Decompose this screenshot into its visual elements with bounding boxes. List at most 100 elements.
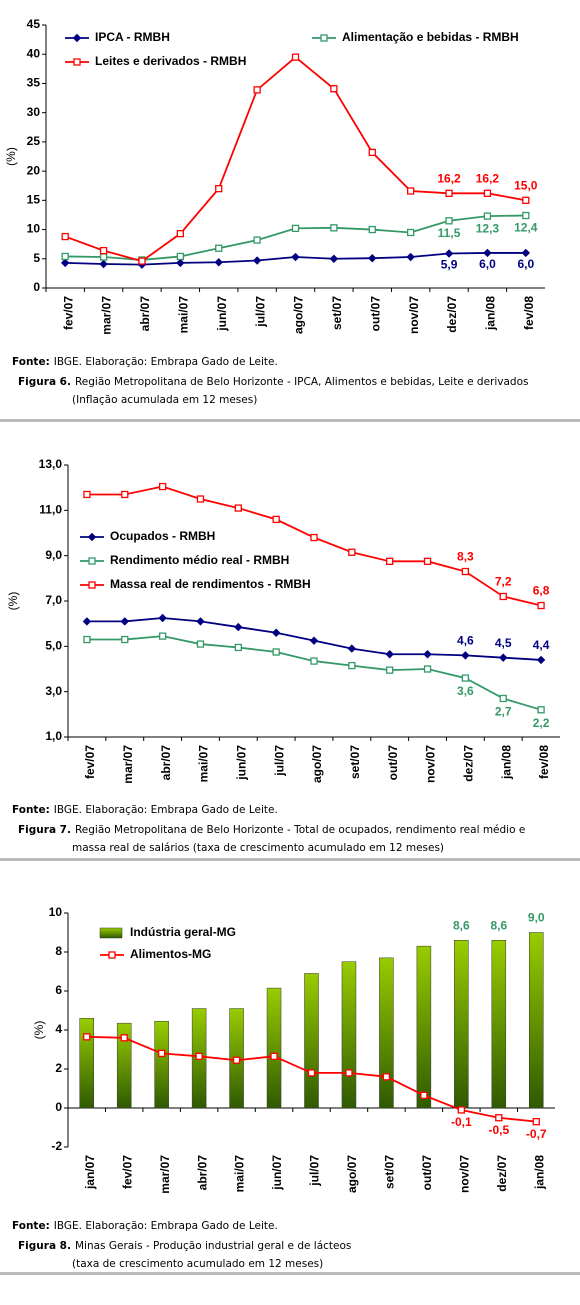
source: Fonte: IBGE. Elaboração: Embrapa Gado de … [12, 1220, 278, 1232]
point [83, 635, 91, 644]
point [483, 248, 492, 258]
point [536, 655, 546, 665]
value-label: 9,0 [528, 911, 545, 925]
legend-marker [88, 581, 96, 589]
point [60, 258, 70, 268]
value-label: -0,5 [488, 1123, 509, 1137]
value-label: 11,5 [438, 226, 461, 240]
point [406, 252, 415, 262]
point [483, 212, 492, 220]
legend-label: IPCA - RMBH [95, 30, 170, 44]
point [386, 557, 394, 565]
y-tick-label: 9,0 [45, 548, 62, 562]
caption-line: Região Metropolitana de Belo Horizonte -… [75, 376, 529, 388]
value-label: -0,1 [451, 1115, 472, 1129]
bar [79, 1018, 94, 1109]
point [348, 548, 356, 556]
point [270, 1052, 278, 1060]
value-label: -0,7 [526, 1127, 547, 1141]
y-axis-label: (%) [6, 592, 20, 611]
point [445, 189, 453, 197]
x-tick-label: ago/07 [345, 1155, 359, 1193]
legend-marker [108, 951, 116, 959]
y-tick-label: 5,0 [45, 639, 62, 653]
point [368, 148, 376, 157]
point [345, 1069, 353, 1077]
point [158, 632, 167, 640]
source-label: Fonte: [12, 804, 50, 816]
point [176, 229, 184, 238]
point [423, 650, 432, 659]
x-tick-label: mai/07 [177, 296, 191, 334]
point [291, 53, 300, 61]
x-tick-label: nov/07 [458, 1155, 472, 1193]
x-tick-label: mar/07 [158, 1155, 172, 1194]
y-tick-label: 0 [33, 280, 40, 294]
point [121, 490, 129, 499]
point [445, 217, 453, 225]
point [83, 490, 91, 499]
source-label: Fonte: [12, 1220, 50, 1232]
x-tick-label: ago/07 [310, 745, 324, 783]
separator [0, 1272, 580, 1275]
source-text: IBGE. Elaboração: Embrapa Gado de Leite. [54, 1220, 278, 1232]
y-tick-label: 10 [49, 905, 63, 919]
x-tick-label: jul/07 [272, 745, 286, 777]
x-tick-label: fev/08 [537, 745, 551, 779]
y-tick-label: 30 [27, 105, 41, 119]
point [386, 666, 394, 674]
point [382, 1073, 391, 1081]
legend-label: Massa real de rendimentos - RMBH [110, 577, 311, 591]
value-label: 4,4 [533, 638, 550, 652]
point [196, 640, 205, 648]
bar [416, 945, 432, 1109]
figure-label: Figura 7. [18, 824, 71, 836]
value-label: 8,6 [453, 918, 470, 932]
point [499, 653, 508, 662]
point [499, 592, 507, 601]
separator [0, 419, 580, 422]
y-tick-label: 1,0 [45, 729, 62, 743]
point [532, 1118, 540, 1126]
point [407, 187, 415, 195]
point [444, 249, 454, 258]
point [158, 1049, 166, 1058]
legend-label: Ocupados - RMBH [110, 529, 215, 543]
caption: Figura 7. Região Metropolitana de Belo Ho… [18, 824, 525, 836]
point [348, 661, 356, 670]
bar [304, 973, 319, 1109]
x-tick-label: set/07 [348, 745, 362, 779]
y-tick-label: 25 [27, 134, 41, 148]
figure-label: Figura 6. [18, 376, 71, 388]
point [368, 253, 377, 263]
point [329, 254, 339, 263]
point [253, 86, 261, 94]
point [120, 617, 129, 626]
legend-marker [88, 557, 96, 565]
x-tick-label: jun/07 [234, 745, 248, 781]
point [196, 495, 205, 503]
point [499, 694, 507, 703]
value-label: 6,0 [479, 257, 496, 271]
point [347, 644, 357, 653]
x-tick-label: jan/08 [484, 296, 498, 331]
y-tick-label: 7,0 [45, 593, 62, 607]
caption-line: Minas Gerais - Produção industrial geral… [75, 1240, 351, 1252]
point [99, 253, 108, 261]
point [420, 1091, 428, 1099]
value-label: 4,6 [457, 634, 474, 648]
x-tick-label: fev/07 [120, 1155, 134, 1189]
x-tick-label: out/07 [420, 1155, 434, 1191]
point [310, 657, 318, 665]
point [423, 557, 432, 565]
y-tick-label: 0 [55, 1100, 62, 1114]
y-tick-label: 15 [27, 193, 41, 207]
point [522, 211, 530, 220]
y-tick-label: 2 [55, 1061, 62, 1075]
point [61, 252, 69, 261]
point [521, 248, 531, 258]
y-tick-label: 10 [27, 222, 41, 236]
x-tick-label: abr/07 [159, 745, 173, 781]
point [234, 504, 242, 512]
